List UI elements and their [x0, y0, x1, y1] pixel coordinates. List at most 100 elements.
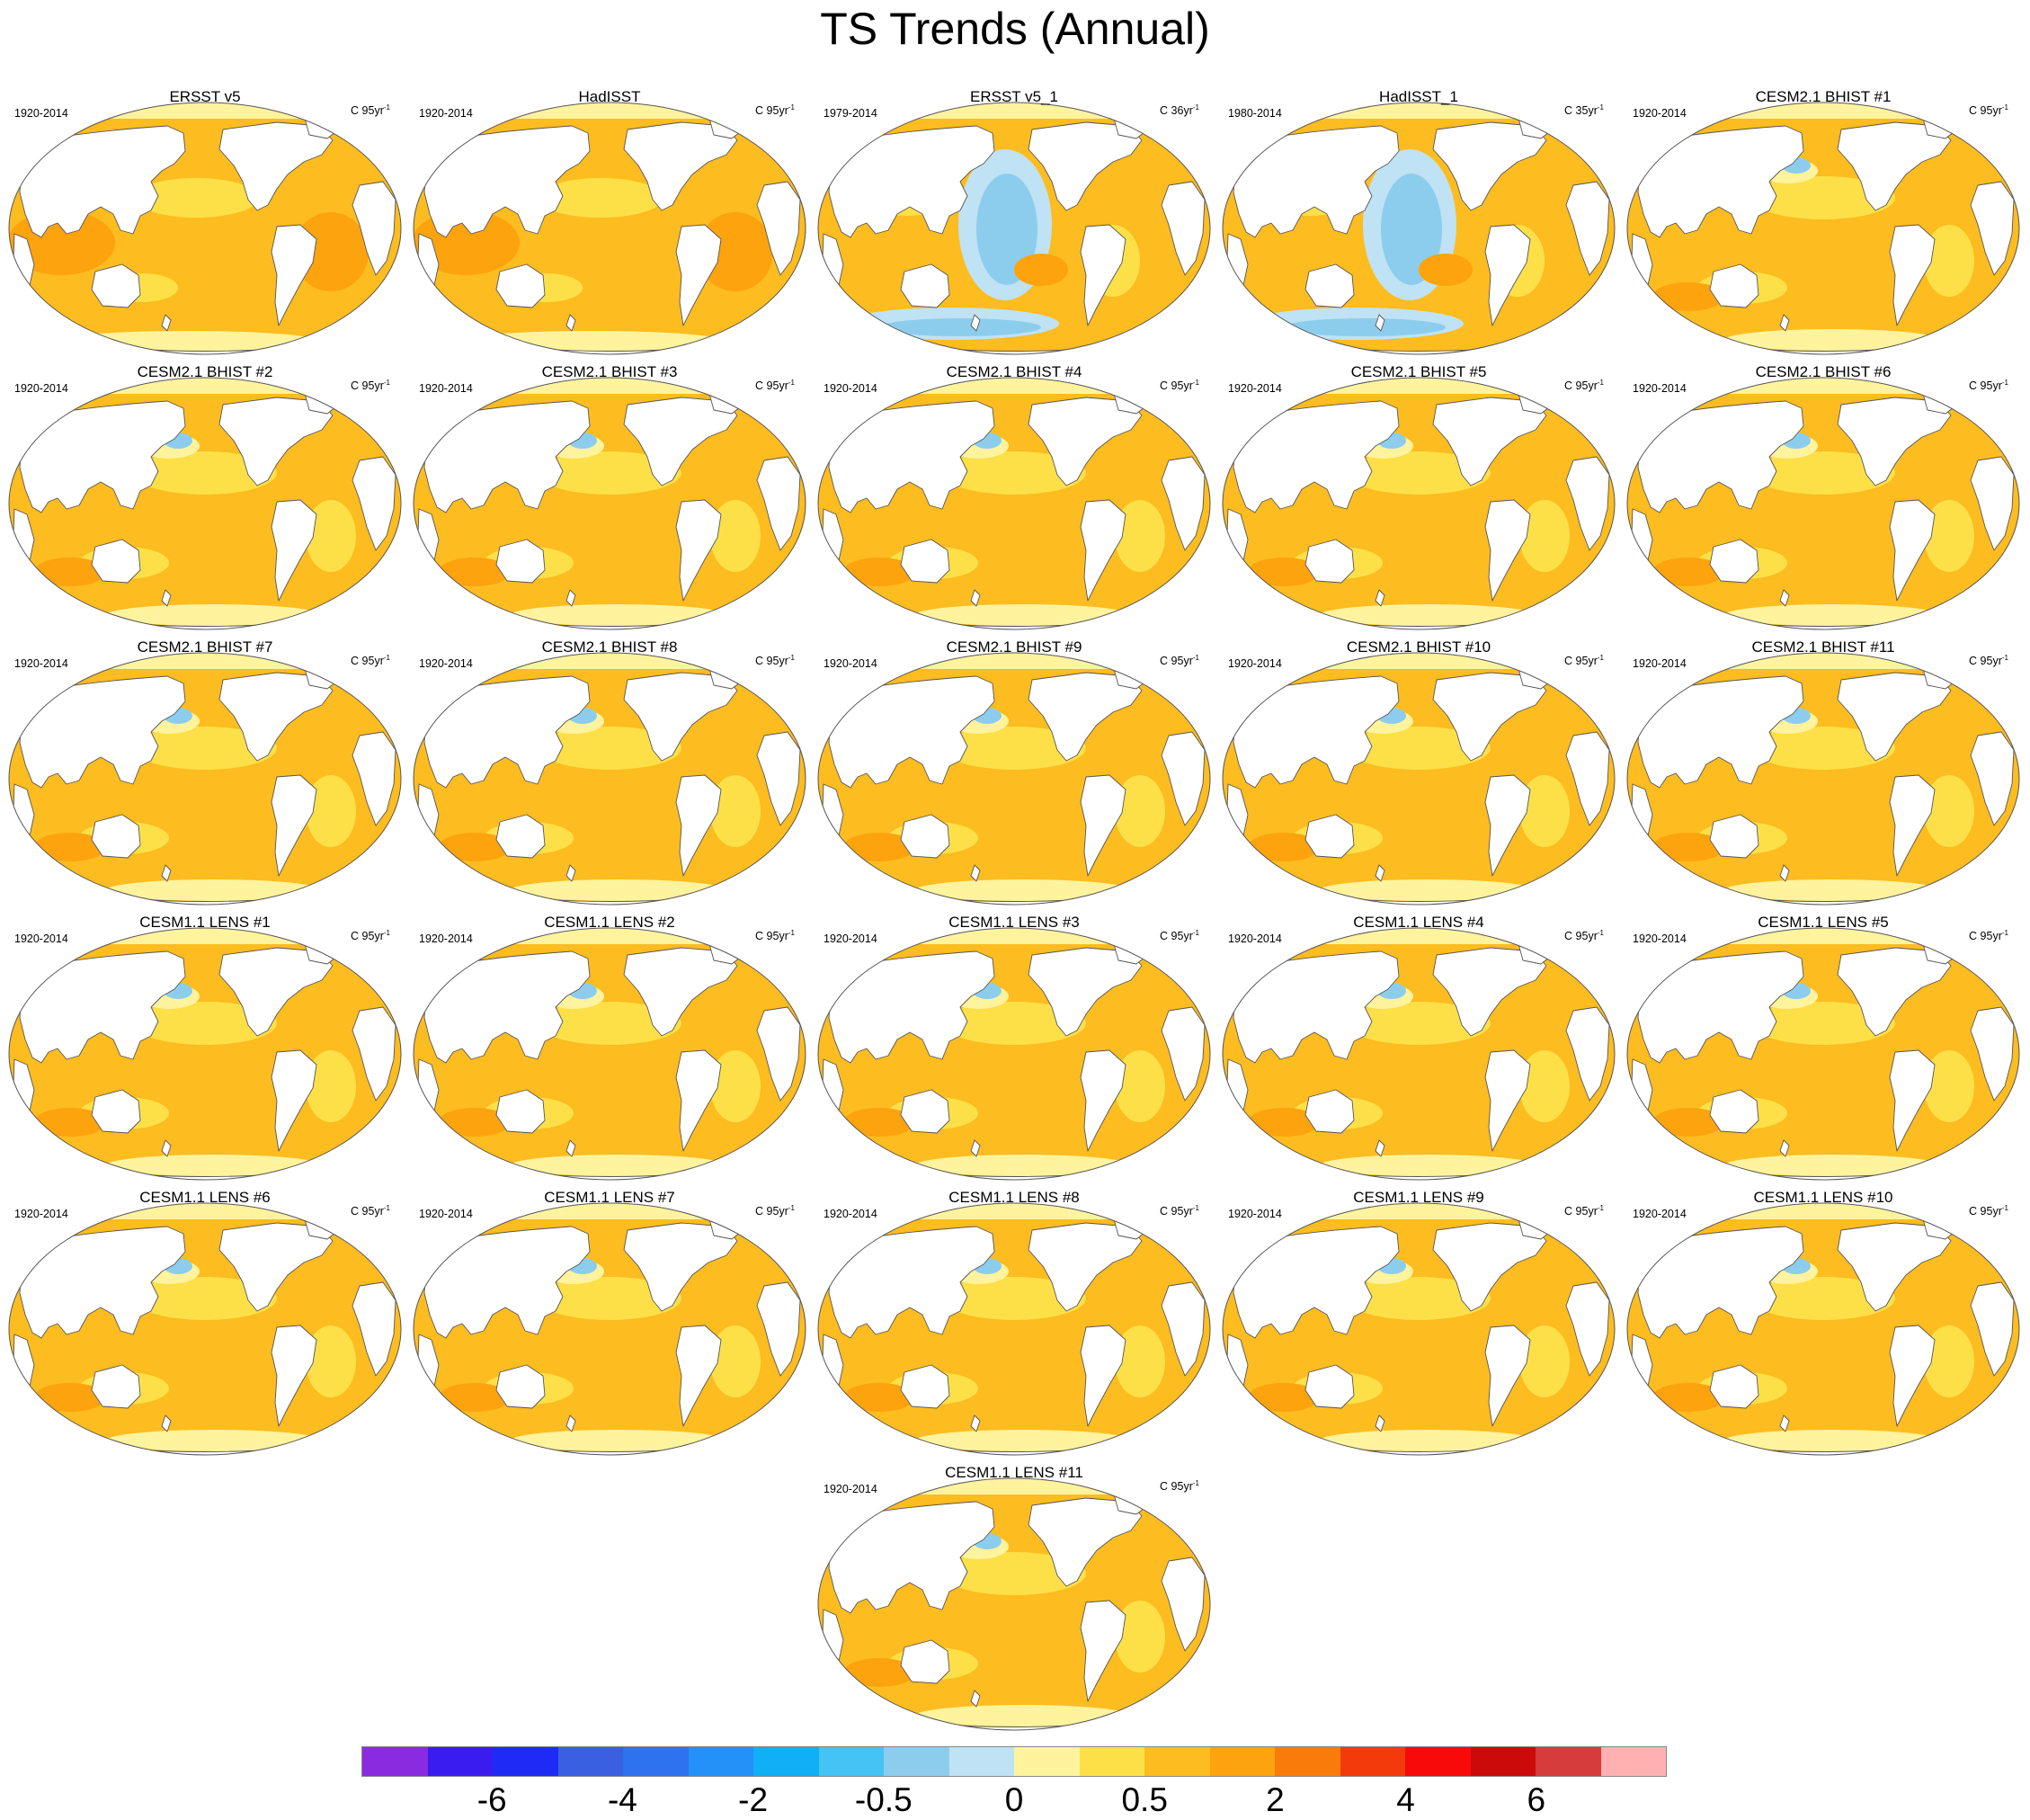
- colorbar-swatch: [1014, 1747, 1080, 1776]
- anomaly-region: [1724, 1430, 1940, 1451]
- land-outline: [1517, 663, 1558, 690]
- units-exponent: -1: [383, 1203, 390, 1212]
- map-panel: CESM2.1 BHIST #1 1920-2014 C 95yr-1: [1625, 88, 2021, 358]
- land-outline: [1517, 1213, 1558, 1240]
- colorbar-swatch: [753, 1747, 819, 1776]
- anomaly-region: [1347, 451, 1491, 495]
- map-panel: CESM2.1 BHIST #7 1920-2014 C 95yr-1: [7, 638, 403, 908]
- land-outline: [1080, 1049, 1126, 1152]
- land-outline: [303, 938, 344, 965]
- panel-period: 1920-2014: [14, 657, 68, 670]
- land-outline: [1889, 774, 1936, 877]
- land-outline: [1161, 731, 1206, 826]
- units-text: C 95yr: [755, 655, 788, 667]
- anomaly-region: [133, 1002, 277, 1045]
- anomaly-region: [1115, 1325, 1165, 1397]
- units-exponent: -1: [1192, 1478, 1199, 1487]
- anomaly-region: [511, 1155, 726, 1176]
- land-outline: [708, 1213, 749, 1240]
- panel-period: 1979-2014: [824, 107, 877, 120]
- units-exponent: -1: [1597, 103, 1604, 112]
- land-outline: [1921, 663, 1963, 690]
- panel-units: C 95yr-1: [351, 1203, 390, 1219]
- map-border: [1626, 377, 2020, 630]
- land-outline: [303, 663, 344, 690]
- map-panel: CESM2.1 BHIST #2 1920-2014 C 95yr-1: [7, 363, 403, 633]
- panel-units: C 36yr-1: [1160, 103, 1199, 119]
- land-outline: [900, 1364, 950, 1409]
- anomaly-region: [710, 775, 761, 847]
- units-text: C 95yr: [1160, 655, 1193, 667]
- land-outline: [1970, 1006, 2015, 1102]
- land-outline: [828, 1226, 995, 1339]
- world-map: [1626, 102, 2020, 355]
- map-panel: ERSST v5_1 1979-2014 C 36yr-1: [816, 88, 1212, 358]
- panel-title: ERSST v5_1: [970, 88, 1058, 105]
- land-outline: [495, 1364, 546, 1409]
- anomaly-region: [133, 178, 259, 218]
- land-outline: [271, 1049, 317, 1152]
- anomaly-region: [1381, 174, 1442, 285]
- land-outline: [1484, 774, 1531, 877]
- anomaly-region: [133, 451, 277, 495]
- colorbar-swatch: [1340, 1747, 1405, 1776]
- panel-units: C 95yr-1: [755, 378, 795, 394]
- land-outline: [271, 774, 317, 877]
- world-map: [8, 1202, 402, 1456]
- land-outline: [91, 814, 141, 859]
- anomaly-region: [1652, 833, 1724, 861]
- colorbar-swatch: [1275, 1747, 1340, 1776]
- land-outline: [1517, 388, 1558, 415]
- world-map: [817, 377, 1211, 630]
- land-outline: [1304, 814, 1355, 859]
- land-outline: [1112, 938, 1153, 965]
- panel-units: C 95yr-1: [1564, 928, 1604, 944]
- colorbar-swatch: [1209, 1747, 1275, 1776]
- panel-period: 1920-2014: [1228, 932, 1282, 945]
- panel-units: C 95yr-1: [351, 653, 390, 669]
- land-outline: [1709, 539, 1759, 584]
- anomaly-region: [915, 1430, 1131, 1451]
- anomaly-region: [1652, 1108, 1724, 1137]
- anomaly-region: [698, 212, 773, 291]
- panel-title: CESM2.1 BHIST #4: [946, 363, 1082, 380]
- anomaly-region: [439, 833, 511, 861]
- panel-units: C 95yr-1: [351, 378, 390, 394]
- units-text: C 95yr: [1160, 1480, 1193, 1493]
- units-text: C 35yr: [1564, 104, 1598, 117]
- anomaly-region: [1924, 500, 1974, 572]
- map-border: [8, 652, 402, 906]
- anomaly-region: [1320, 1155, 1536, 1176]
- panel-title: CESM1.1 LENS #10: [1753, 1189, 1893, 1206]
- land-outline: [1779, 1414, 1790, 1432]
- colorbar-tick-label: -4: [607, 1781, 637, 1818]
- land-outline: [1484, 1325, 1531, 1427]
- anomaly-region: [34, 558, 106, 586]
- map-border: [1222, 1202, 1616, 1456]
- world-map: [8, 102, 402, 355]
- land-outline: [1112, 1488, 1153, 1515]
- world-map: [413, 377, 806, 630]
- map-border: [1626, 1202, 2020, 1456]
- map-panel: HadISST 1920-2014 C 95yr-1: [412, 88, 807, 358]
- panel-title: CESM1.1 LENS #4: [1353, 914, 1484, 931]
- land-outline: [828, 400, 995, 513]
- land-outline: [1233, 400, 1400, 513]
- world-map: [1222, 1202, 1616, 1456]
- colorbar-swatch: [948, 1747, 1014, 1776]
- land-outline: [161, 589, 172, 607]
- map-panel: CESM1.1 LENS #10 1920-2014 C 95yr-1: [1625, 1189, 2021, 1459]
- units-text: C 95yr: [1969, 379, 2002, 392]
- units-text: C 95yr: [755, 379, 788, 392]
- land-outline: [1637, 400, 1804, 513]
- colorbar-swatch: [1405, 1747, 1471, 1776]
- world-map: [1222, 377, 1616, 630]
- anomaly-region: [511, 879, 726, 901]
- panel-title: CESM2.1 BHIST #7: [137, 638, 273, 656]
- map-panel: HadISST_1 1980-2014 C 35yr-1: [1221, 88, 1616, 358]
- map-border: [1222, 377, 1616, 630]
- units-text: C 95yr: [1969, 930, 2002, 942]
- land-outline: [1233, 675, 1400, 789]
- land-outline: [1779, 314, 1790, 332]
- colorbar-swatch: [688, 1747, 753, 1776]
